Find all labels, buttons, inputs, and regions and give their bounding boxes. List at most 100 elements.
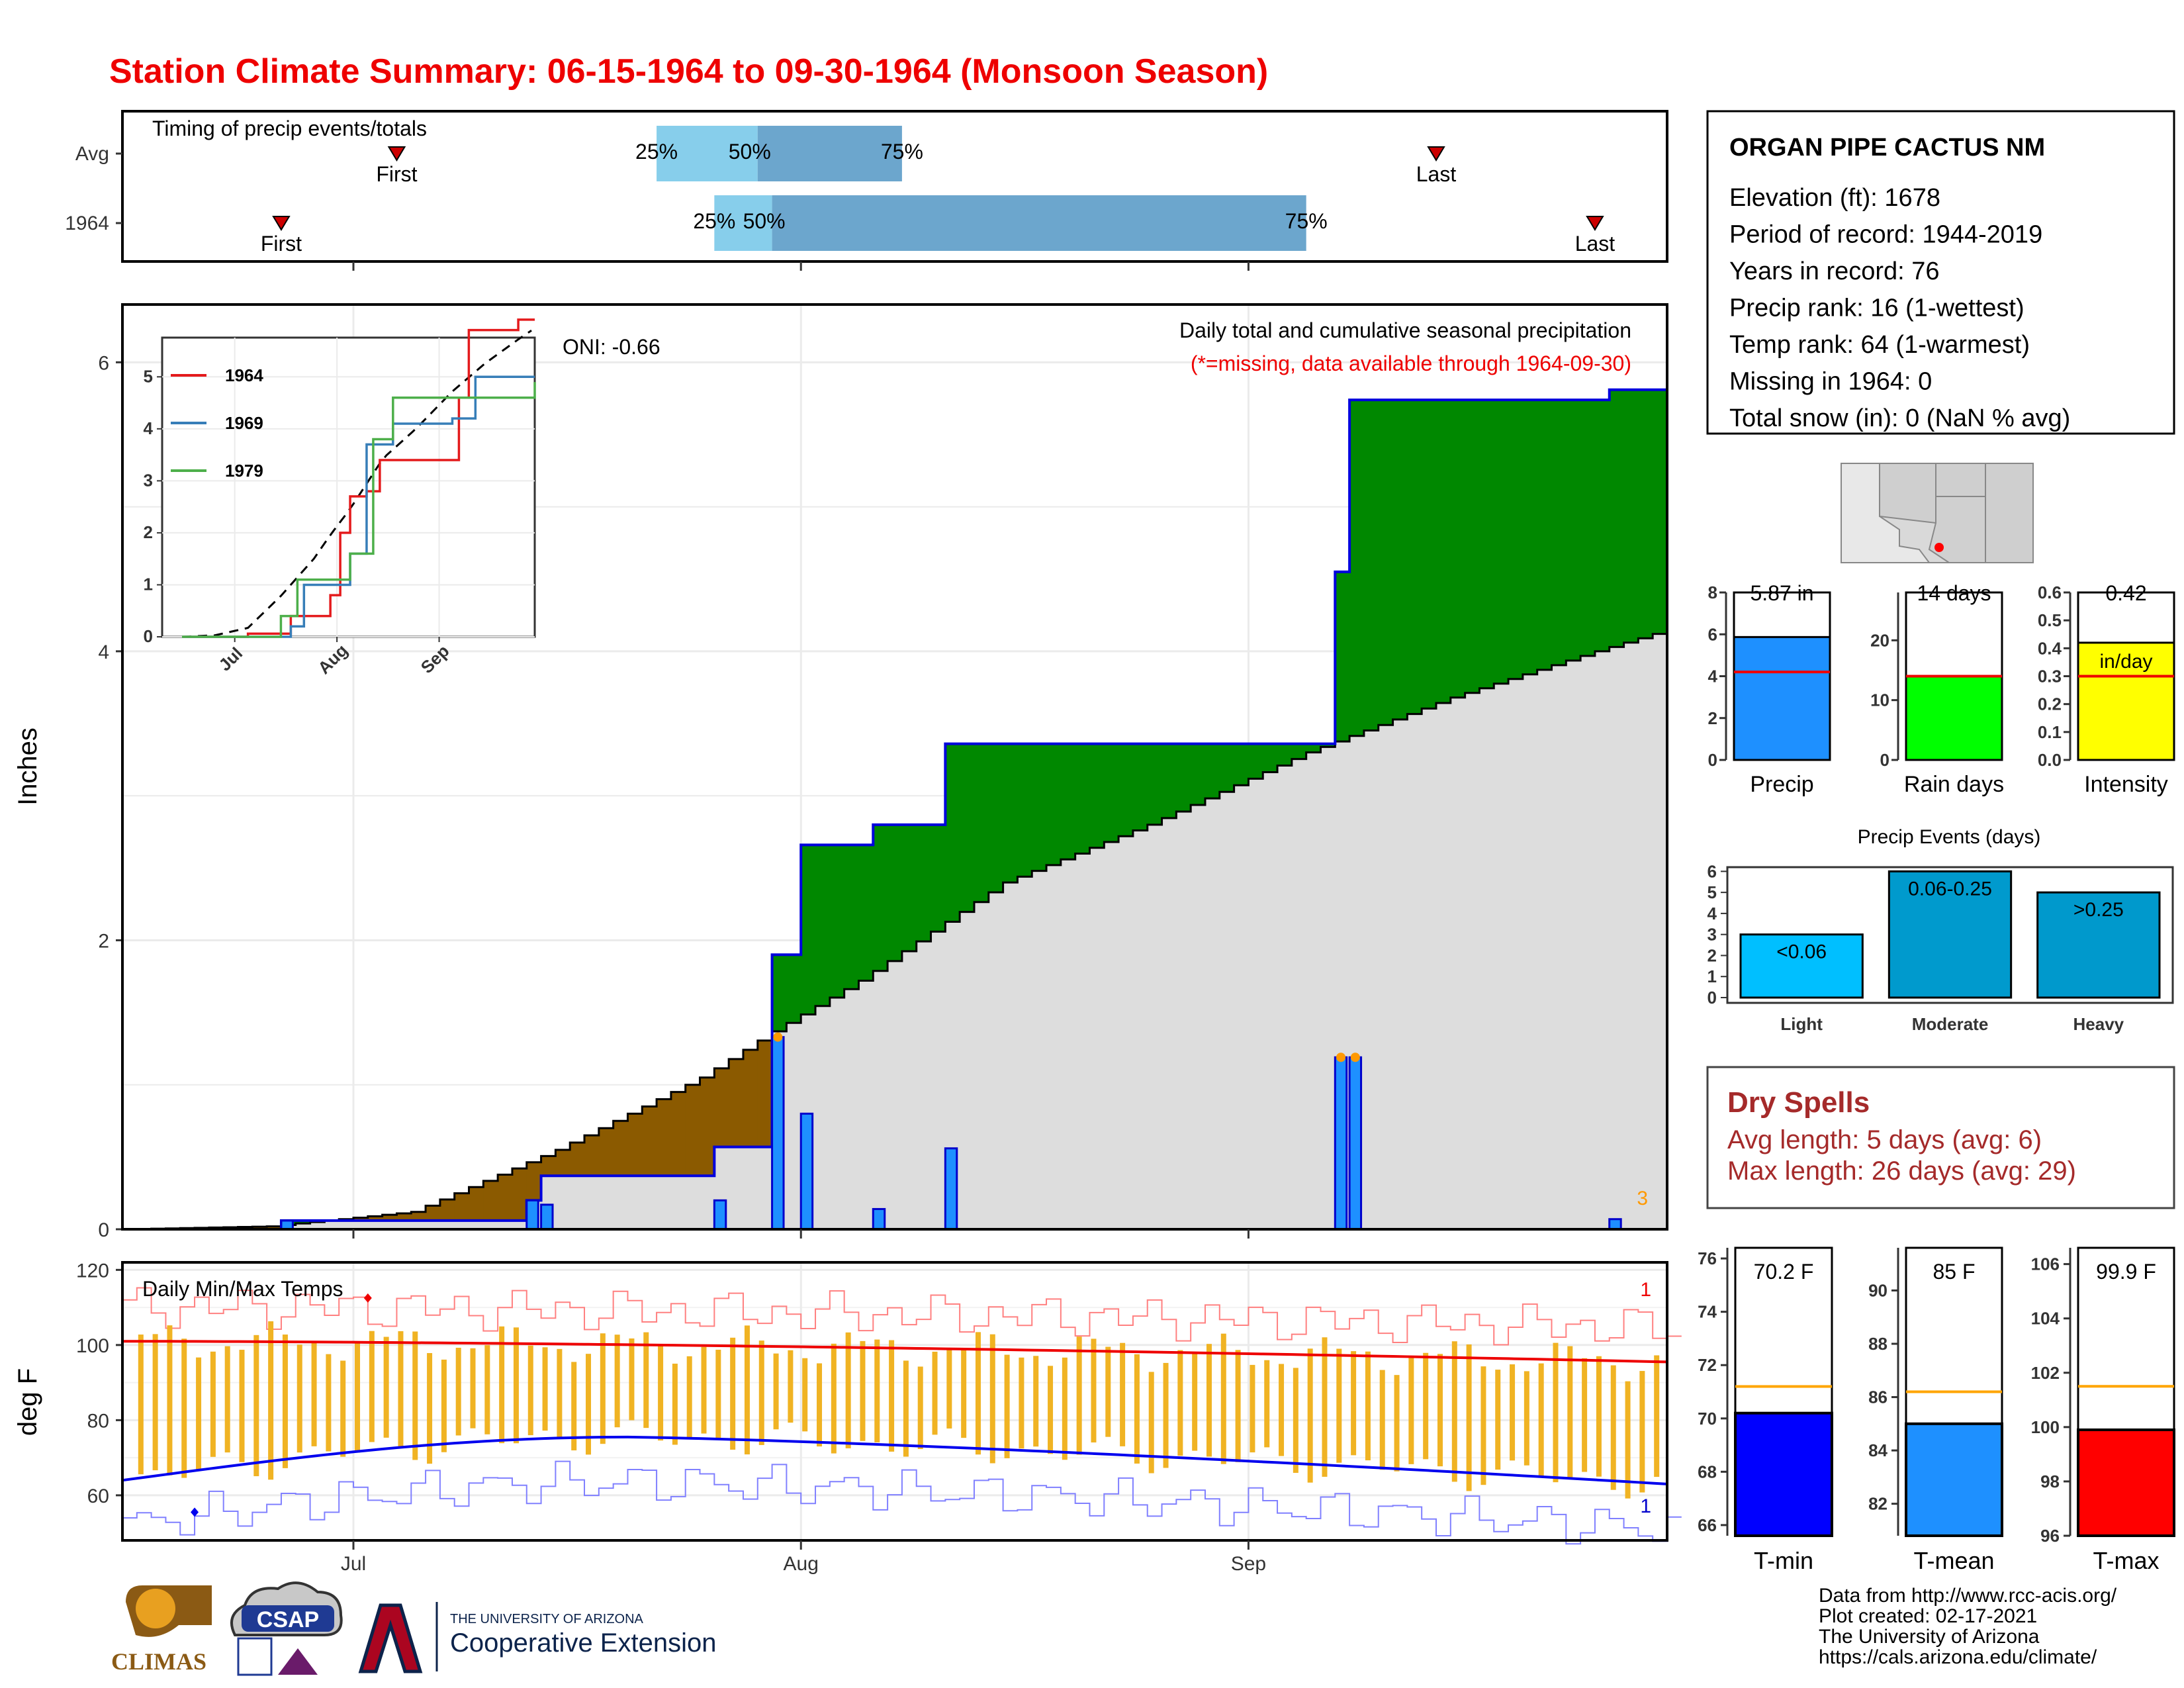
x-tick-label: Aug (784, 1553, 819, 1575)
footer: Data from http://www.rcc-acis.org/Plot c… (111, 1581, 2117, 1676)
events-category-label: Light (1780, 1014, 1823, 1034)
tmin-bar-chart-y-tick-label: 74 (1698, 1302, 1717, 1322)
timing-q2-bar (757, 126, 902, 181)
above-avg-fill (829, 845, 845, 998)
below-avg-fill (267, 1226, 282, 1229)
daily-temp-bar (1220, 1333, 1226, 1464)
daily-temp-bar (398, 1331, 404, 1446)
csap-logo: CSAP (230, 1581, 343, 1676)
precip-y-tick-label: 0 (98, 1219, 109, 1241)
ua-logo: THE UNIVERSITY OF ARIZONA Cooperative Ex… (358, 1602, 716, 1673)
below-avg-fill (426, 1205, 441, 1221)
daily-temp-bar (326, 1354, 332, 1452)
daily-temp-bar (1510, 1364, 1516, 1461)
daily-temp-bar (961, 1348, 967, 1438)
daily-temp-bar (1033, 1356, 1039, 1447)
inset-y-tick-label: 0 (144, 626, 153, 646)
daily-temp-bar (831, 1343, 837, 1454)
tmax-bar-chart-bar (2077, 1428, 2175, 1538)
daily-temp-bar (975, 1332, 981, 1455)
climas-logo: CLIMAS (111, 1585, 212, 1675)
dry-spells-avg: Avg length: 5 days (avg: 6) (1727, 1125, 2042, 1154)
precip-y-tick-label: 6 (98, 352, 109, 374)
below-avg-fill (367, 1216, 383, 1221)
dry-spells-title: Dry Spells (1727, 1086, 1870, 1119)
daily-temp-bar (1394, 1375, 1400, 1472)
daily-temp-bar (932, 1351, 938, 1435)
timing-label: Timing of precip events/totals (152, 117, 427, 140)
temp-y-tick-label: 120 (76, 1260, 109, 1282)
daily-temp-bar (1148, 1372, 1154, 1474)
daily-temp-bar (1596, 1356, 1602, 1477)
above-avg-fill (988, 743, 1004, 892)
above-avg-fill (1479, 400, 1494, 688)
avg-min-line (122, 1435, 1668, 1485)
above-avg-fill (974, 743, 989, 902)
inset-series-1969 (182, 375, 535, 638)
above-avg-fill (1522, 400, 1538, 675)
raindays-bar-chart-value-label: 14 days (1917, 581, 1991, 605)
daily-temp-bar (730, 1337, 736, 1450)
timing-first-marker (387, 146, 406, 162)
timing-first-label: First (261, 232, 302, 256)
below-avg-fill (483, 1180, 498, 1221)
timing-last-marker (1586, 216, 1604, 231)
events-bar (1888, 870, 2013, 999)
locator-map (1841, 463, 2034, 563)
precip-bar-chart-bar (1733, 635, 1831, 761)
above-avg-fill (1060, 743, 1076, 860)
raindays-bar-chart-y-tick-label: 20 (1870, 630, 1889, 650)
intensity-bar-chart-y-tick-label: 0.5 (2038, 610, 2062, 630)
daily-temp-bar (643, 1332, 649, 1429)
daily-temp-bar (484, 1345, 490, 1434)
above-avg-fill (1075, 743, 1091, 854)
daily-temp-bar (874, 1339, 880, 1442)
temp-ylabel: deg F (13, 1368, 42, 1436)
daily-temp-bar (1105, 1346, 1111, 1437)
tmean-bar-chart-y-tick-label: 86 (1868, 1387, 1888, 1407)
map-utah (1935, 463, 1986, 497)
climas-sun-icon (136, 1589, 175, 1628)
footer-line: Data from http://www.rcc-acis.org/ (1819, 1585, 2117, 1607)
temp-panel: 60 80 100 120 (76, 1260, 1682, 1545)
footer-line: The University of Arizona (1819, 1626, 2040, 1648)
station-marker (1934, 543, 1944, 552)
ua-top-text: THE UNIVERSITY OF ARIZONA (450, 1612, 644, 1626)
below-avg-fill (469, 1187, 484, 1221)
station-detail-line: Temp rank: 64 (1-warmest) (1729, 331, 2030, 359)
timing-q1-bar (657, 126, 758, 181)
station-detail-line: Total snow (in): 0 (NaN % avg) (1729, 404, 2070, 432)
below-avg-fill (729, 1058, 744, 1147)
daily-temp-bar (1524, 1371, 1529, 1466)
above-avg-fill (1277, 743, 1293, 766)
daily-temp-bar (499, 1326, 505, 1444)
inset-legend-label: 1979 (225, 461, 263, 481)
above-avg-fill (1363, 400, 1379, 731)
daily-temp-bar (210, 1351, 216, 1457)
dry-spells-box (1706, 1066, 2175, 1209)
events-y-tick-label: 3 (1707, 925, 1717, 945)
above-avg-fill (1422, 400, 1437, 709)
daily-temp-bar (614, 1335, 620, 1428)
avg-cumulative-area (122, 630, 1667, 1229)
daily-temp-bar (889, 1340, 895, 1452)
daily-temp-bar (1495, 1370, 1501, 1470)
intensity-bar-chart-label: Intensity (2084, 772, 2168, 797)
above-avg-fill (1089, 743, 1105, 848)
daily-precip-marker (773, 1032, 783, 1042)
timing-first-label: First (376, 162, 417, 186)
daily-temp-bar (138, 1335, 144, 1475)
tmin-bar-chart-value-label: 70.2 F (1754, 1260, 1814, 1284)
daily-temp-bar (1076, 1336, 1082, 1455)
daily-temp-bar (1091, 1338, 1097, 1443)
daily-temp-bar (1379, 1370, 1385, 1470)
events-bar (1739, 933, 1864, 999)
events-bar (2036, 891, 2161, 999)
daily-temp-bar (1004, 1354, 1010, 1458)
below-avg-fill (541, 1156, 556, 1176)
below-avg-fill (454, 1193, 470, 1221)
ua-a-icon (358, 1603, 423, 1673)
events-range-label: >0.25 (2073, 899, 2124, 921)
dry-spells-max: Max length: 26 days (avg: 29) (1727, 1156, 2076, 1186)
above-avg-fill (1450, 400, 1466, 698)
